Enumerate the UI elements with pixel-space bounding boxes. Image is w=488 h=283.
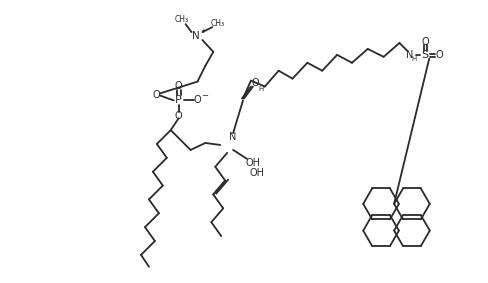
Text: H: H	[411, 56, 416, 62]
Text: −: −	[201, 91, 207, 100]
Text: +: +	[200, 28, 206, 34]
Text: N: N	[191, 31, 199, 41]
Text: O: O	[175, 81, 182, 91]
Text: CH₃: CH₃	[210, 19, 224, 28]
Text: O: O	[152, 91, 160, 100]
Text: CH₃: CH₃	[174, 15, 188, 24]
Text: H: H	[258, 85, 263, 91]
Text: O: O	[250, 78, 258, 87]
Text: N: N	[405, 50, 412, 60]
Text: O: O	[421, 37, 428, 47]
Text: P: P	[175, 95, 182, 105]
Text: O: O	[175, 111, 182, 121]
Text: N: N	[229, 132, 236, 142]
Text: O: O	[434, 50, 442, 60]
Text: OH: OH	[245, 158, 260, 168]
Text: S: S	[421, 50, 428, 60]
Text: O: O	[193, 95, 201, 105]
Text: OH: OH	[249, 168, 264, 178]
